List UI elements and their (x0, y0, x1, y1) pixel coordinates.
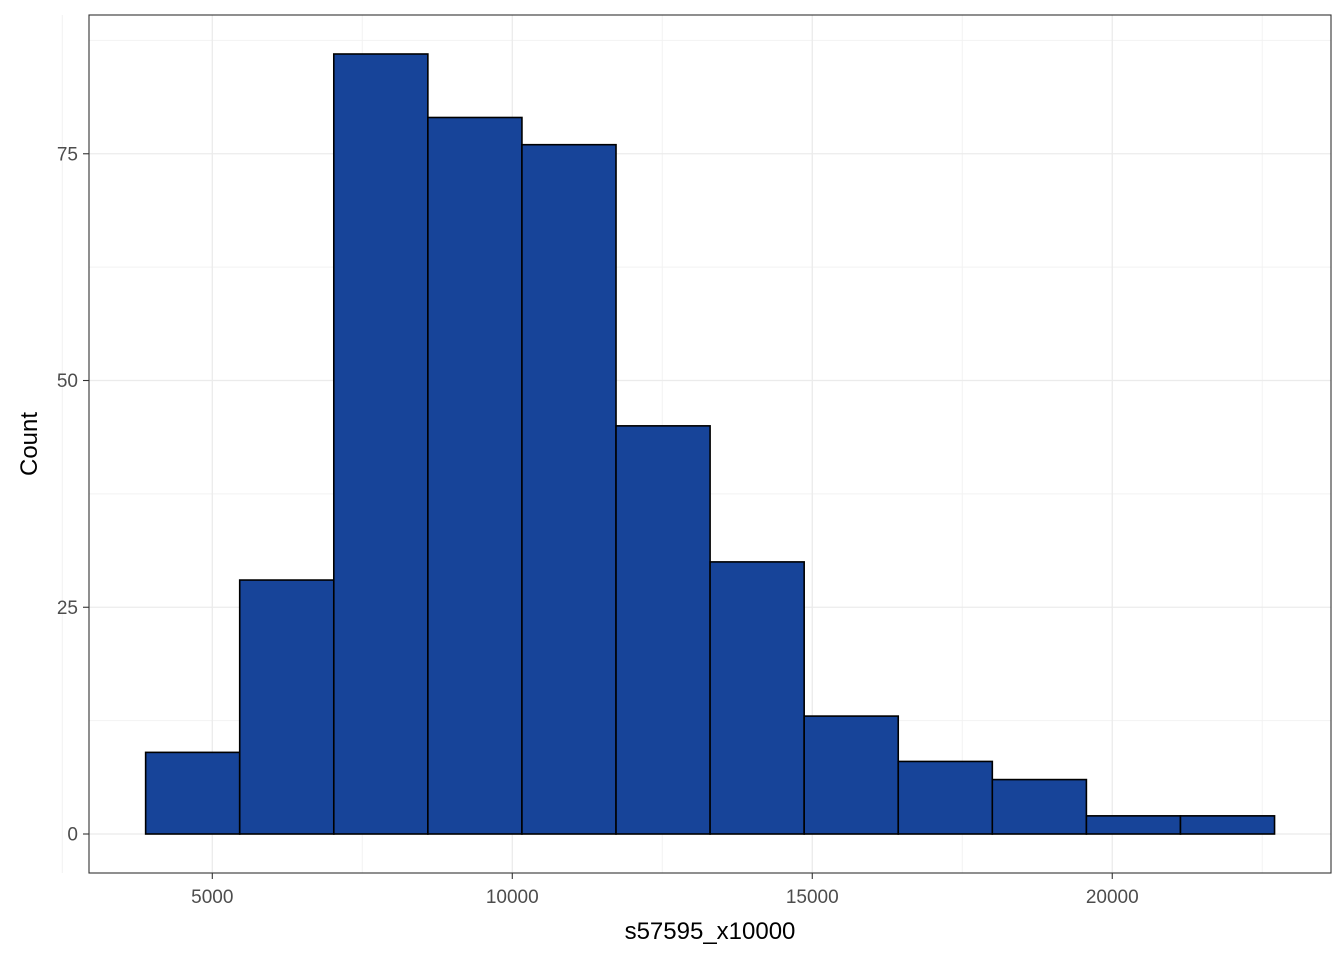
histogram-bar-12 (1179, 815, 1276, 835)
x-axis: 5000 10000 15000 20000 (191, 873, 1139, 908)
x-tick-label: 10000 (486, 887, 539, 908)
x-tick-label: 15000 (786, 887, 839, 908)
histogram-bar-8 (803, 715, 900, 835)
histogram-bar-4 (427, 116, 523, 835)
panel-border (88, 14, 1332, 874)
x-tick-label: 5000 (191, 887, 233, 908)
histogram-bar-7 (709, 561, 805, 835)
x-axis-title: s57595_x10000 (625, 918, 796, 945)
y-tick-label: 0 (67, 825, 78, 846)
y-tick-label: 25 (57, 598, 78, 619)
y-tick-label: 50 (57, 371, 78, 392)
histogram-bar-10 (991, 778, 1088, 835)
histogram-bar-1 (144, 751, 241, 835)
histogram-bar-3 (332, 53, 429, 835)
histogram-bar-11 (1085, 815, 1182, 835)
histogram-bar-2 (238, 579, 335, 835)
y-axis: 0 25 50 75 (57, 144, 89, 846)
y-axis-title: Count (16, 412, 43, 476)
histogram-bars (144, 53, 1276, 835)
histogram-bar-5 (521, 143, 617, 835)
histogram-bar-6 (615, 425, 711, 835)
y-tick-label: 75 (57, 144, 78, 165)
histogram-bar-9 (897, 760, 994, 835)
x-tick-label: 20000 (1086, 887, 1139, 908)
